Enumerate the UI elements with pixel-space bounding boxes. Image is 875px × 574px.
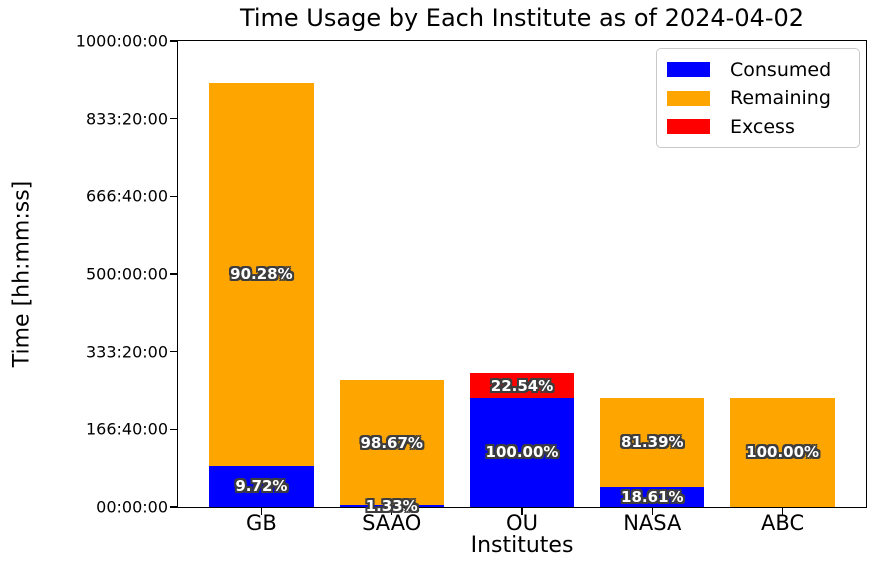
bar-segment-consumed-gb [209,465,314,507]
bar-percent-label: 100.00% [485,443,559,462]
y-tick-mark [170,273,177,275]
legend-label: Consumed [730,58,832,81]
bar-percent-label: 18.61% [621,487,684,506]
bar-percent-label: 90.28% [230,265,293,284]
x-tick-label: OU [506,511,538,535]
x-tick-mark [781,508,784,515]
x-tick-mark [651,508,654,515]
x-tick-mark [260,508,263,515]
x-tick-label: SAAO [362,511,422,535]
y-axis-label: Time [hh:mm:ss] [9,180,35,368]
y-tick-label: 166:40:00 [85,419,168,439]
legend-swatch-excess [667,119,710,134]
y-tick-mark [170,117,177,120]
bar-percent-label: 1.33% [365,497,418,516]
legend-label: Excess [730,115,795,138]
legend-swatch-consumed [667,62,710,77]
chart-title: Time Usage by Each Institute as of 2024-… [239,4,805,32]
y-tick-mark [170,428,177,431]
y-tick-mark [170,195,177,198]
bar-segment-consumed-nasa [600,486,705,507]
x-tick-label: NASA [623,511,682,535]
x-tick-label: GB [246,511,277,535]
x-tick-label: ABC [761,511,805,535]
y-tick-label: 833:20:00 [85,109,168,129]
bar-percent-label: 22.54% [490,376,554,395]
y-tick-mark [170,506,177,508]
x-axis-label: Institutes [470,533,574,558]
legend-item-consumed: Consumed [667,59,849,81]
bar-segment-remaining-gb [209,82,314,466]
bar-segment-remaining-saao [339,380,444,506]
y-tick-label: 333:20:00 [85,342,168,362]
legend-item-excess: Excess [667,116,849,138]
legend-label: Remaining [730,87,831,109]
y-tick-label: 00:00:00 [96,497,168,517]
x-tick-mark [521,508,523,515]
y-tick-label: 500:00:00 [85,264,168,284]
legend: Consumed Remaining Excess [656,48,860,148]
y-tick-mark [170,350,177,353]
bar-percent-label: 9.72% [235,477,288,496]
bar-percent-label: 98.67% [360,433,423,452]
y-tick-label: 666:40:00 [85,186,168,206]
y-tick-mark [170,40,177,42]
x-tick-mark [390,508,393,515]
bar-percent-label: 100.00% [746,443,820,462]
bar-segment-consumed-ou [469,397,575,507]
legend-item-remaining: Remaining [667,87,849,109]
bar-percent-label: 81.39% [621,433,684,452]
bar-segment-remaining-nasa [600,397,705,487]
bar-segment-remaining-abc [730,397,835,507]
legend-swatch-remaining [667,90,710,106]
bar-segment-consumed-saao [339,505,444,507]
y-tick-label: 1000:00:00 [75,31,168,51]
bar-segment-excess-ou [469,373,575,398]
